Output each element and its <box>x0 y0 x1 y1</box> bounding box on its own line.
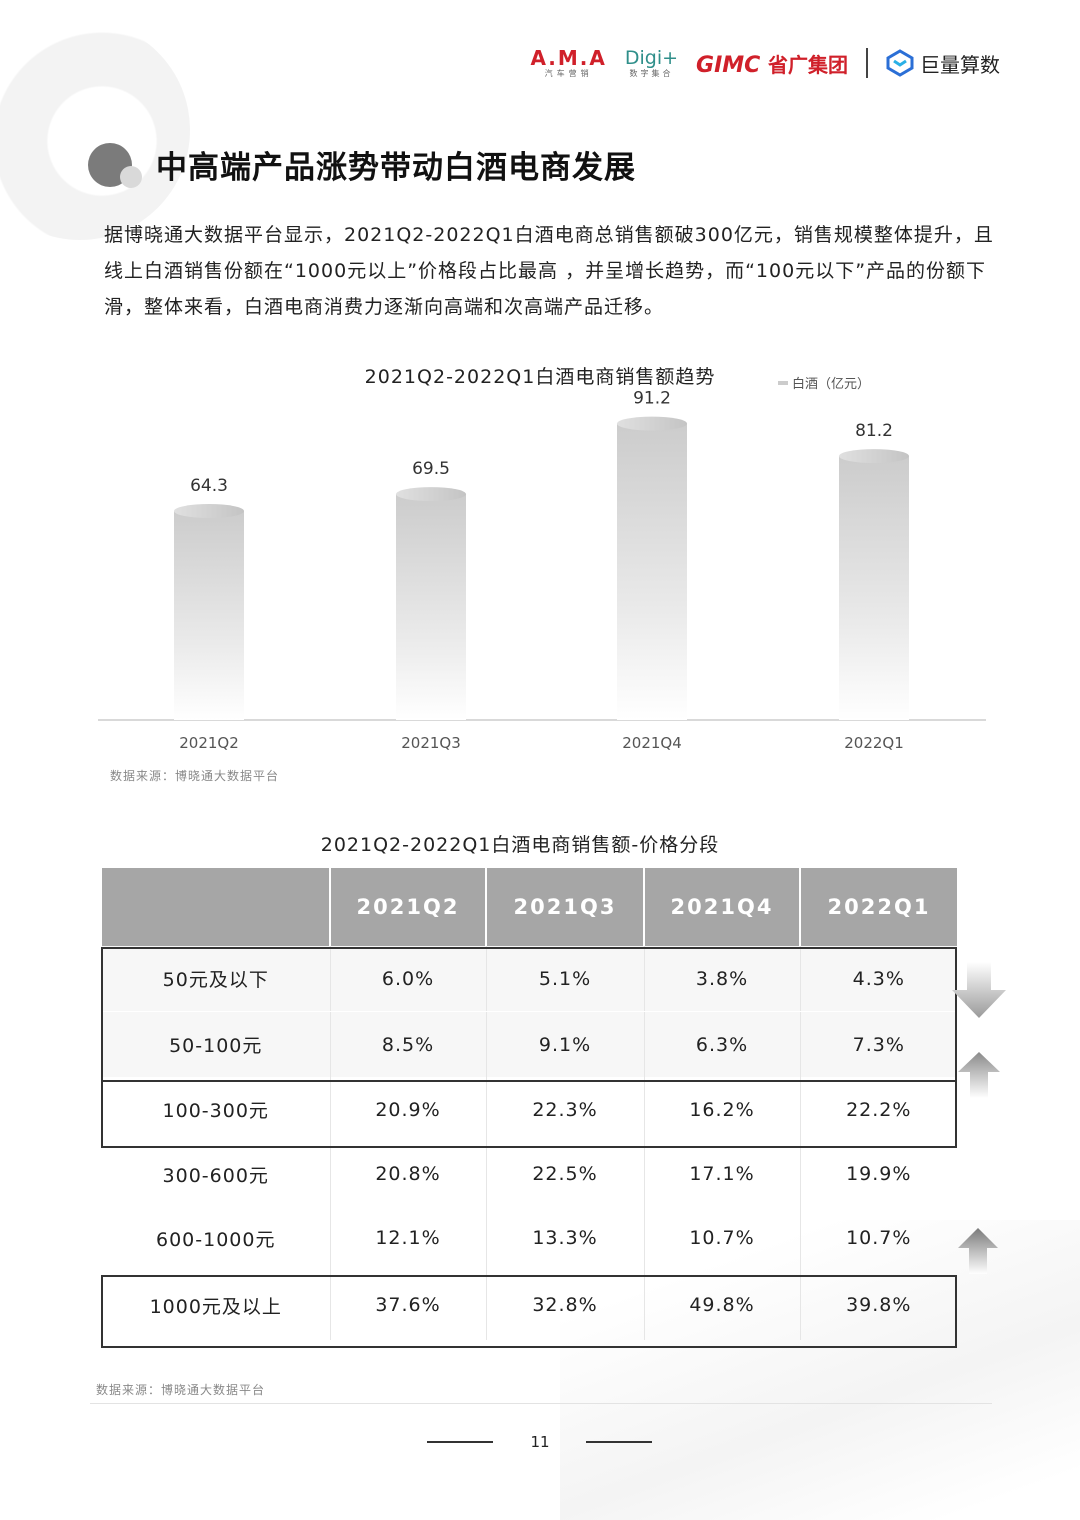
table-cell: 20.8% <box>329 1142 486 1206</box>
table-cell: 37.6% <box>329 1270 486 1340</box>
data-label: 64.3 <box>190 476 228 496</box>
table-header-cell: 2021Q3 <box>485 868 644 946</box>
chart-source: 数据来源：博晓通大数据平台 <box>110 769 280 783</box>
table-cell-segment: 300-600元 <box>162 1164 269 1187</box>
table-cell: 6.3% <box>643 1011 800 1077</box>
arrow-up-icon <box>958 1052 1000 1098</box>
table-header-cell <box>102 868 330 946</box>
table-cell: 17.1% <box>643 1142 800 1206</box>
table-cell: 13.3% <box>485 1206 644 1270</box>
table-cell-segment: 50元及以下 <box>102 946 330 1012</box>
bar-cap-2021Q3 <box>396 487 466 502</box>
gimc-logo-text: GIMC <box>696 52 761 78</box>
table-cell: 49.8% <box>643 1270 800 1340</box>
bar-cap-2021Q4 <box>617 416 687 431</box>
price-segment-table: 2021Q2 2021Q3 2021Q4 2022Q1 50元及以下 6.0% … <box>102 868 957 1340</box>
section-title: 中高端产品涨势带动白酒电商发展 <box>156 150 636 186</box>
data-label: 91.2 <box>633 390 671 409</box>
highlight-box-low-price <box>101 947 957 1082</box>
chart-legend: 白酒（亿元） <box>778 373 870 392</box>
page-number: 11 <box>530 1433 550 1451</box>
header-logos: A.M.A 汽车营销 Digi+ 数字集合 GIMC 省广集团 巨量算数 <box>530 46 1000 80</box>
table-cell: 16.2% <box>643 1077 800 1142</box>
gimc-logo-cn: 省广集团 <box>768 52 848 77</box>
table-cell: 19.9% <box>799 1142 957 1206</box>
highlight-box-mid-price <box>101 1080 957 1148</box>
heading-dot-small-icon <box>120 166 142 188</box>
ama-logo: A.M.A 汽车营销 <box>530 48 606 78</box>
table-row: 600-1000元 12.1% 13.3% 10.7% 10.7% <box>102 1206 957 1270</box>
x-tick-label: 2021Q2 <box>179 734 239 752</box>
table-cell: 8.5% <box>329 1011 486 1077</box>
table-cell: 9.1% <box>485 1011 644 1077</box>
decorative-ring <box>0 20 190 240</box>
table-cell: 39.8% <box>799 1270 957 1340</box>
table-cell: 10.7% <box>643 1206 800 1270</box>
digi-logo-subtext: 数字集合 <box>629 68 674 78</box>
highlight-box-high-price <box>101 1275 957 1348</box>
footer-divider <box>90 1403 992 1404</box>
table-cell: 6.0% <box>329 946 486 1012</box>
table-cell-segment: 600-1000元 <box>156 1228 276 1251</box>
bar-cap-2022Q1 <box>839 449 909 464</box>
data-label: 81.2 <box>855 421 893 441</box>
legend-swatch <box>778 380 788 385</box>
x-tick-label: 2021Q4 <box>622 734 682 752</box>
page-number-line-right <box>586 1441 652 1443</box>
bar-2021Q3 <box>396 494 466 720</box>
table-row: 1000元及以上 37.6% 32.8% 49.8% 39.8% <box>102 1270 957 1340</box>
bar-2021Q2 <box>174 511 244 720</box>
table-row: 100-300元 20.9% 22.3% 16.2% 22.2% <box>102 1077 957 1142</box>
table-header-row: 2021Q2 2021Q3 2021Q4 2022Q1 <box>102 868 957 946</box>
table-cell: 5.1% <box>485 946 644 1012</box>
table-cell: 4.3% <box>799 946 957 1012</box>
table-cell: 7.3% <box>799 1011 957 1077</box>
juliang-logo: 巨量算数 <box>886 49 1000 78</box>
x-tick-label: 2021Q3 <box>401 734 461 752</box>
table-cell: 3.8% <box>643 946 800 1012</box>
table-row: 300-600元 20.8% 22.5% 17.1% 19.9% <box>102 1142 957 1206</box>
bar-2021Q4 <box>617 423 687 720</box>
table-cell: 22.2% <box>799 1077 957 1142</box>
intro-paragraph: 据博晓通大数据平台显示，2021Q2-2022Q1白酒电商总销售额破300亿元，… <box>104 224 994 318</box>
table-source: 数据来源：博晓通大数据平台 <box>96 1383 266 1397</box>
table-cell: 22.5% <box>485 1142 644 1206</box>
legend-label: 白酒（亿元） <box>792 377 871 392</box>
data-label: 69.5 <box>412 459 450 479</box>
table-cell: 10.7% <box>799 1206 957 1270</box>
digi-logo-text: Digi+ <box>624 46 679 69</box>
logo-separator <box>866 48 868 78</box>
digi-logo: Digi+ 数字集合 <box>624 46 679 78</box>
gimc-logo: GIMC 省广集团 <box>696 49 848 78</box>
page-number-line-left <box>427 1441 493 1443</box>
bar-2022Q1 <box>839 456 909 720</box>
table-header-cell: 2021Q4 <box>643 868 800 946</box>
arrow-up-icon <box>958 1228 998 1274</box>
ama-logo-text: A.M.A <box>530 46 607 70</box>
table-cell-segment: 50-100元 <box>102 1011 330 1077</box>
juliang-logo-text: 巨量算数 <box>920 52 1000 77</box>
table-cell: 20.9% <box>329 1077 486 1142</box>
bar-cap-2021Q2 <box>174 504 244 519</box>
x-tick-label: 2022Q1 <box>844 734 904 752</box>
table-row: 50元及以下 6.0% 5.1% 3.8% 4.3% <box>102 946 957 1012</box>
table-cell-segment: 1000元及以上 <box>149 1295 282 1318</box>
bar-chart: 64.3 2021Q2 69.5 2021Q3 91.2 2021Q4 81.2 2022Q1 <box>98 390 986 752</box>
table-header-cell: 2022Q1 <box>799 868 957 946</box>
table-header-cell: 2021Q2 <box>329 868 486 946</box>
arrow-down-icon <box>952 962 1006 1018</box>
table-cell-segment: 100-300元 <box>162 1100 269 1122</box>
ama-logo-subtext: 汽车营销 <box>544 69 593 78</box>
table-cell: 32.8% <box>485 1270 644 1340</box>
table-cell: 22.3% <box>485 1077 644 1142</box>
chart-title: 2021Q2-2022Q1白酒电商销售额趋势 <box>364 366 716 388</box>
table-title: 2021Q2-2022Q1白酒电商销售额-价格分段 <box>320 834 720 856</box>
table-row: 50-100元 8.5% 9.1% 6.3% 7.3% <box>102 1011 957 1077</box>
juliang-logo-icon <box>886 49 914 77</box>
table-cell: 12.1% <box>329 1206 486 1270</box>
